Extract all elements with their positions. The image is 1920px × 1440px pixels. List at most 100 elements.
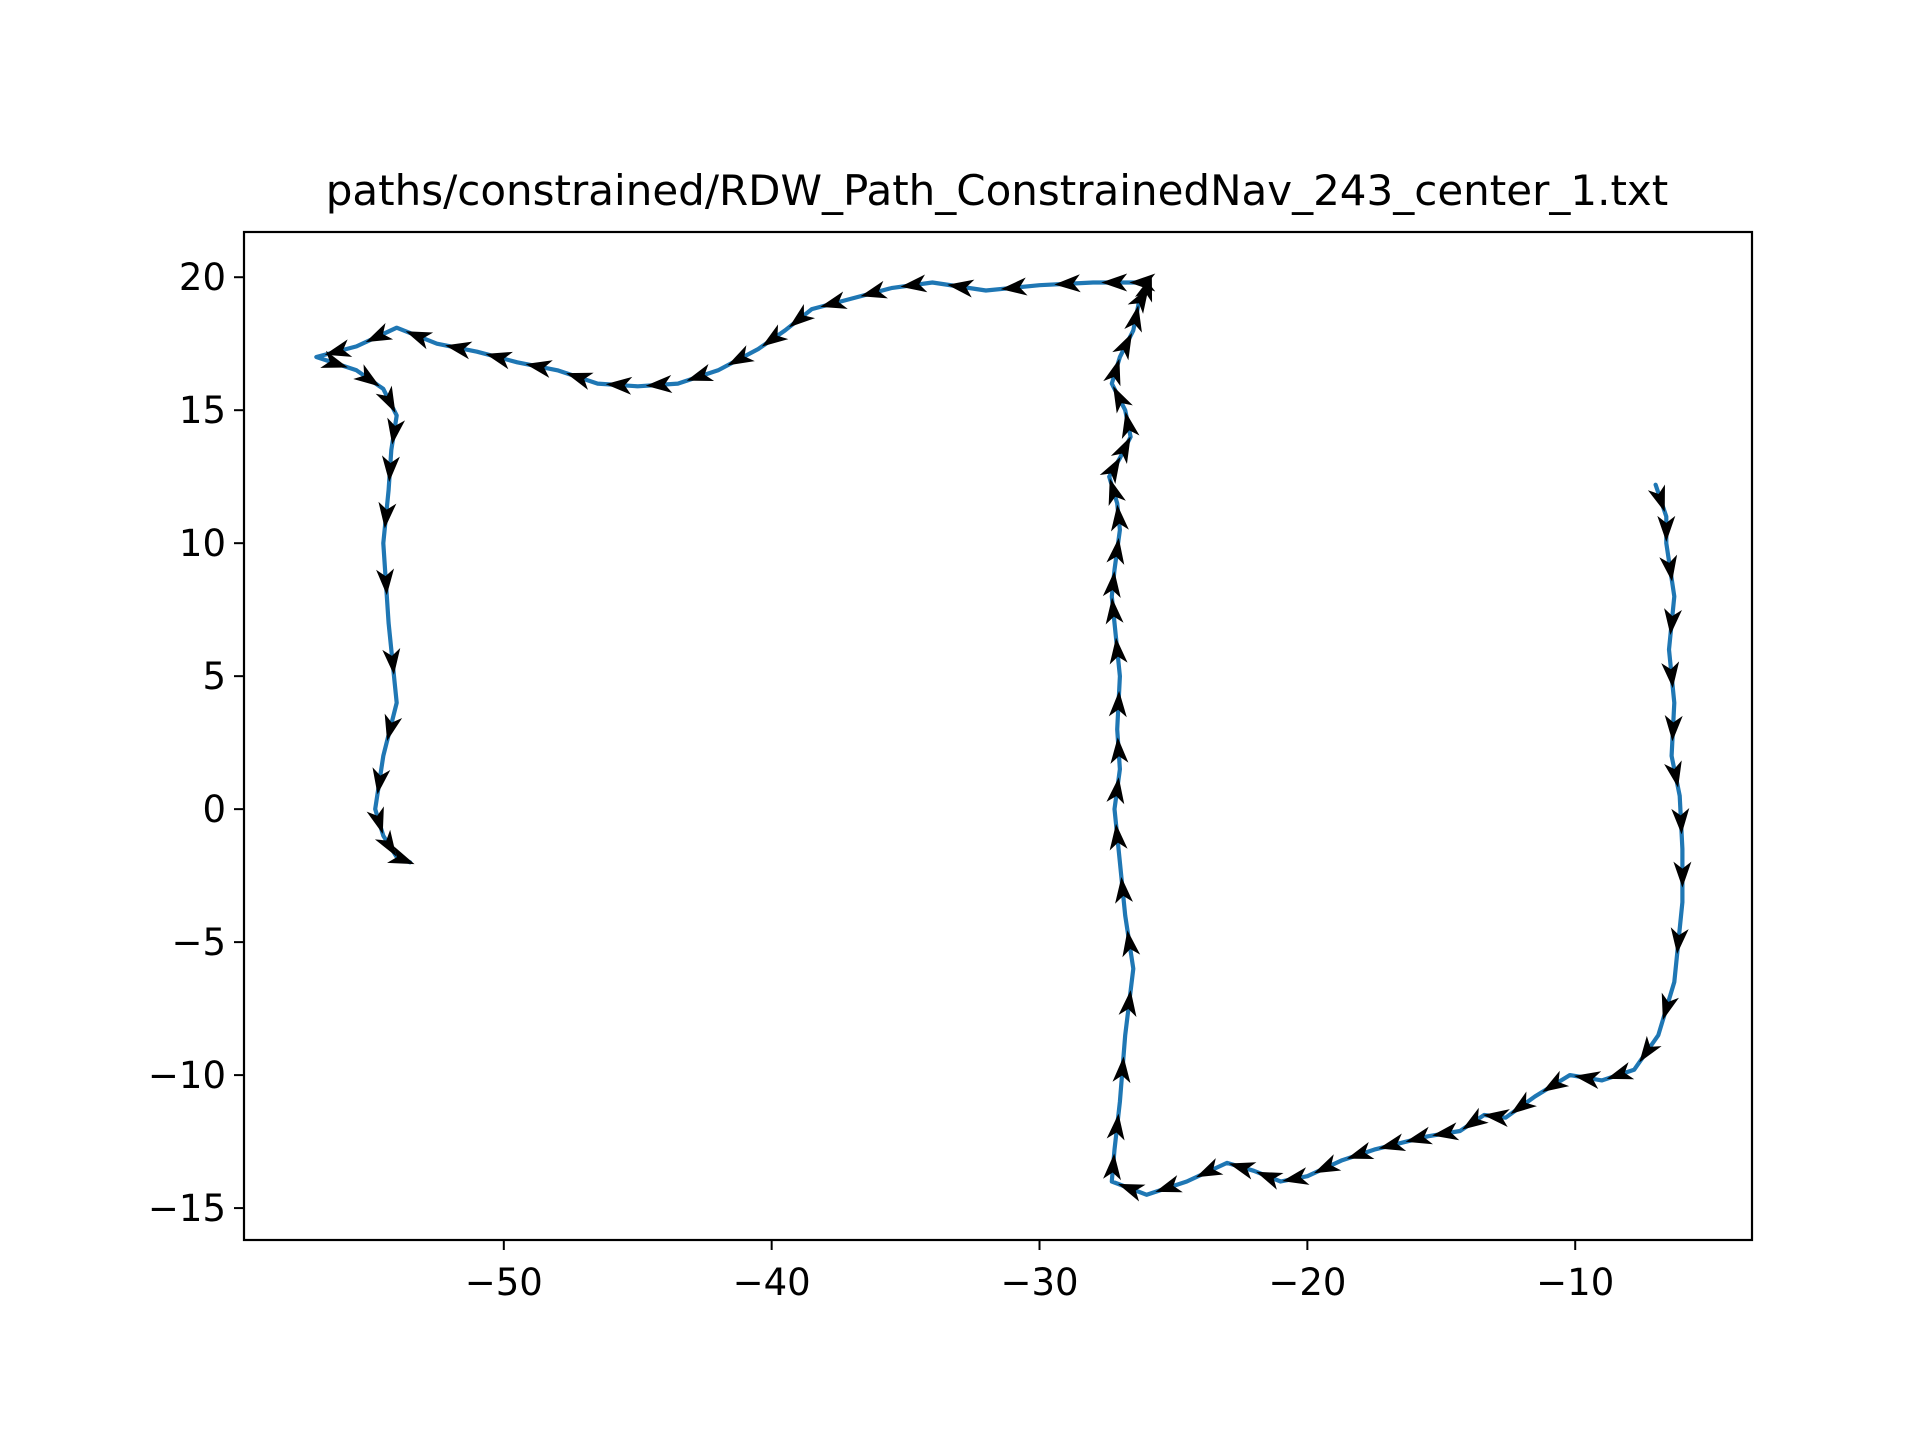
y-tick-label: 0 (202, 788, 226, 831)
direction-arrow (820, 291, 848, 309)
direction-arrow (1102, 571, 1121, 598)
direction-arrow (1657, 515, 1676, 542)
direction-arrow (374, 829, 397, 857)
direction-arrow (1099, 456, 1121, 485)
direction-arrow (1000, 277, 1028, 296)
direction-arrow (1664, 760, 1682, 788)
direction-arrow (727, 345, 755, 366)
y-tick-label: 10 (179, 522, 226, 565)
direction-arrow (1664, 714, 1683, 742)
direction-arrow (405, 331, 434, 350)
direction-arrow (1659, 554, 1678, 582)
y-tick-label: −10 (148, 1054, 226, 1097)
direction-arrow (645, 374, 673, 393)
direction-arrow (1462, 1107, 1489, 1130)
direction-arrow (1112, 332, 1132, 361)
direction-arrow (1196, 1158, 1224, 1178)
direction-arrow (1121, 411, 1140, 440)
y-axis-ticks: −15 −10 −5 0 5 10 15 20 (148, 256, 244, 1230)
y-tick-label: −5 (171, 921, 226, 964)
direction-arrow (686, 363, 715, 382)
direction-arrow (1574, 1071, 1602, 1089)
direction-arrow (375, 385, 396, 413)
plot-area (314, 273, 1692, 1202)
direction-arrow (1127, 286, 1149, 314)
direction-arrow (366, 806, 384, 834)
direction-arrow (1664, 608, 1682, 635)
direction-arrow (353, 364, 380, 387)
y-tick-label: −15 (148, 1187, 226, 1230)
direction-arrow (382, 648, 401, 675)
x-tick-label: −40 (733, 1261, 811, 1304)
direction-arrow (1109, 637, 1128, 665)
direction-arrow (566, 372, 594, 390)
direction-arrow (1117, 1183, 1146, 1202)
direction-arrow (1639, 1035, 1662, 1063)
direction-arrow (525, 360, 553, 378)
direction-arrow (1673, 861, 1692, 888)
direction-arrow (376, 568, 395, 596)
direction-arrow (1105, 597, 1124, 625)
direction-arrow (1113, 386, 1133, 414)
direction-arrow (900, 274, 928, 293)
direction-arrow (1661, 661, 1680, 689)
direction-arrow (1346, 1141, 1375, 1160)
direction-arrow (1670, 927, 1689, 955)
y-tick-label: 5 (202, 655, 226, 698)
direction-arrow (1106, 1113, 1125, 1141)
direction-arrow (381, 455, 400, 482)
direction-arrow (1110, 504, 1129, 532)
y-tick-label: 20 (179, 256, 226, 299)
axes-frame (242, 230, 1754, 1242)
direction-arrow (1112, 1056, 1131, 1084)
direction-arrow (1110, 737, 1129, 764)
direction-arrow (1115, 876, 1133, 904)
direction-arrow (485, 351, 513, 370)
direction-arrow (1129, 273, 1156, 292)
direction-arrow (320, 350, 348, 368)
direction-arrow (1661, 992, 1679, 1021)
direction-arrow (947, 279, 975, 298)
direction-arrow (1108, 690, 1127, 718)
direction-arrow (1103, 358, 1121, 387)
direction-arrow (1647, 484, 1665, 512)
direction-arrow (1122, 930, 1141, 958)
direction-arrow (1106, 777, 1125, 805)
direction-arrow (1110, 436, 1131, 464)
direction-arrow (1101, 273, 1128, 292)
direction-arrow (1256, 1171, 1284, 1190)
direction-arrow (1124, 305, 1142, 333)
x-axis-ticks: −50 −40 −30 −20 −10 (465, 1240, 1614, 1304)
direction-arrow (324, 339, 353, 357)
direction-arrow (1671, 807, 1690, 835)
direction-arrow (378, 501, 397, 529)
direction-arrow (1054, 274, 1081, 293)
direction-arrow (789, 304, 816, 328)
x-tick-label: −50 (465, 1261, 543, 1304)
direction-arrow (860, 280, 888, 299)
x-tick-label: −20 (1268, 1261, 1346, 1304)
direction-arrow (1108, 478, 1126, 507)
direction-arrow (365, 323, 394, 343)
direction-arrow (445, 341, 473, 360)
direction-arrow (1510, 1091, 1537, 1115)
direction-arrow (387, 417, 406, 445)
direction-arrow (1378, 1133, 1407, 1151)
direction-arrow (1228, 1162, 1257, 1180)
direction-arrow (1405, 1126, 1433, 1145)
direction-arrow (1155, 1175, 1183, 1193)
direction-arrow (384, 713, 403, 742)
direction-arrow (1606, 1062, 1635, 1080)
direction-arrow (1282, 1167, 1310, 1185)
direction-arrow (1118, 990, 1137, 1017)
y-tick-label: 15 (179, 389, 226, 432)
direction-arrow (761, 324, 789, 347)
direction-arrow (1106, 537, 1125, 565)
direction-arrow (1109, 823, 1128, 851)
chart-title: paths/constrained/RDW_Path_ConstrainedNa… (326, 166, 1668, 215)
x-tick-label: −10 (1536, 1261, 1614, 1304)
x-tick-label: −30 (1000, 1261, 1078, 1304)
direction-arrow (372, 767, 391, 795)
direction-arrow (1432, 1122, 1460, 1141)
